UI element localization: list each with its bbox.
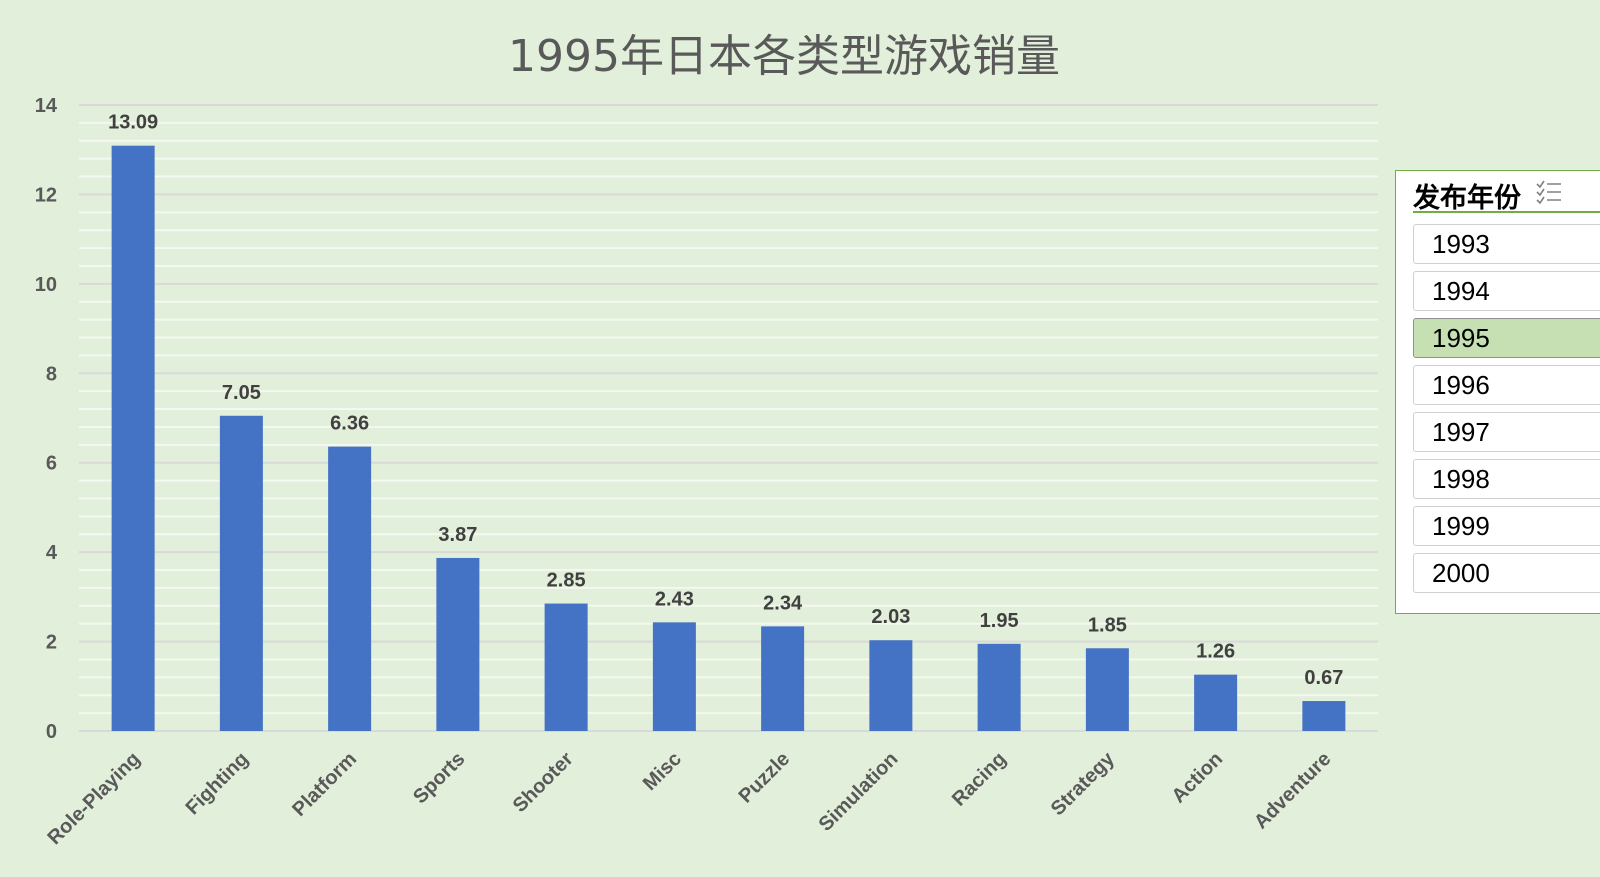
y-tick-label: 0 <box>46 721 57 743</box>
y-tick-label: 8 <box>46 363 57 385</box>
data-label: 1.85 <box>1088 614 1127 636</box>
data-label: 7.05 <box>222 382 261 404</box>
slicer-header: 发布年份 <box>1413 173 1600 214</box>
bar-Adventure <box>1302 701 1346 731</box>
data-label: 2.85 <box>547 570 586 592</box>
data-label: 2.34 <box>763 592 803 614</box>
y-tick-label: 4 <box>46 542 58 564</box>
y-tick-label: 12 <box>35 184 57 206</box>
slicer-item-2000[interactable]: 2000 <box>1413 553 1600 593</box>
multi-select-icon[interactable] <box>1535 179 1563 207</box>
x-tick-label: Shooter <box>509 748 578 817</box>
slicer-item-1993[interactable]: 1993 <box>1413 224 1600 264</box>
data-label: 6.36 <box>330 413 369 435</box>
x-tick-label: Puzzle <box>735 748 795 808</box>
x-tick-label: Strategy <box>1047 747 1120 820</box>
slicer-title: 发布年份 <box>1413 183 1521 214</box>
y-tick-label: 6 <box>46 453 57 475</box>
y-tick-label: 2 <box>46 632 57 654</box>
x-tick-label: Misc <box>639 748 686 795</box>
x-tick-label: Simulation <box>815 748 903 836</box>
x-tick-label: Sports <box>409 748 469 808</box>
x-tick-label: Fighting <box>182 748 253 819</box>
bar-chart: 0 2 4 6 8 10 12 14 13.09 Role-Playing 7.05 Fighting… <box>35 95 1378 849</box>
x-tick-label: Platform <box>288 748 361 821</box>
data-label: 2.03 <box>871 606 910 628</box>
data-label: 3.87 <box>438 524 477 546</box>
bar-Puzzle <box>761 626 805 731</box>
data-label: 13.09 <box>108 112 158 134</box>
slicer-item-1997[interactable]: 1997 <box>1413 412 1600 452</box>
bar-Misc <box>652 622 696 731</box>
year-slicer[interactable]: 发布年份 1993 1994 1995 1996 1997 1998 1999 2000 <box>1395 170 1600 614</box>
bar-Fighting <box>219 415 263 731</box>
bar-Action <box>1194 674 1238 731</box>
bar-Role-Playing <box>111 145 155 731</box>
x-tick-label: Racing <box>948 748 1011 811</box>
slicer-item-1995[interactable]: 1995 <box>1413 318 1600 358</box>
data-label: 2.43 <box>655 588 694 610</box>
slicer-item-1996[interactable]: 1996 <box>1413 365 1600 405</box>
data-label: 1.95 <box>980 610 1019 632</box>
bar-Platform <box>328 446 372 731</box>
slicer-item-1999[interactable]: 1999 <box>1413 506 1600 546</box>
bar-Racing <box>977 643 1021 731</box>
chart-title: 1995年日本各类型游戏销量 <box>508 31 1060 82</box>
data-label: 0.67 <box>1304 667 1343 689</box>
slicer-item-1998[interactable]: 1998 <box>1413 459 1600 499</box>
bar-Strategy <box>1085 648 1129 731</box>
data-label: 1.26 <box>1196 641 1235 663</box>
y-tick-label: 14 <box>35 95 58 117</box>
bar-Shooter <box>544 603 588 731</box>
x-tick-label: Action <box>1168 748 1228 808</box>
x-tick-label: Role-Playing <box>43 748 144 849</box>
x-tick-label: Adventure <box>1250 748 1335 833</box>
slicer-item-1994[interactable]: 1994 <box>1413 271 1600 311</box>
bar-Sports <box>436 557 480 731</box>
y-tick-label: 10 <box>35 274 57 296</box>
bar-Simulation <box>869 640 913 731</box>
